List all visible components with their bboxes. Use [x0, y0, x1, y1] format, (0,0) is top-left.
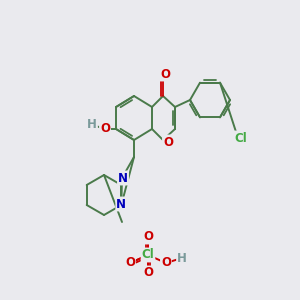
Text: O: O	[163, 136, 173, 148]
Text: O: O	[143, 230, 153, 244]
Text: O: O	[100, 122, 110, 136]
Text: O: O	[125, 256, 135, 269]
Text: O: O	[143, 266, 153, 280]
Text: N: N	[116, 197, 126, 211]
Text: Cl: Cl	[235, 131, 248, 145]
Text: O: O	[160, 68, 170, 80]
Text: H: H	[87, 118, 97, 131]
Text: H: H	[177, 251, 187, 265]
Text: Cl: Cl	[142, 248, 154, 262]
Text: N: N	[118, 172, 128, 184]
Text: O: O	[161, 256, 171, 269]
